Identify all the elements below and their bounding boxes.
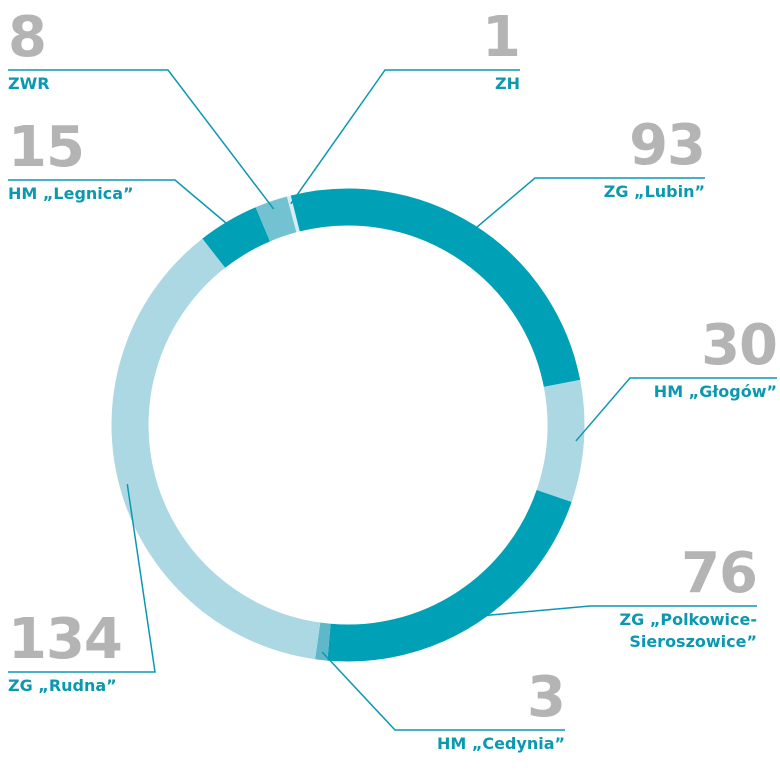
segment (536, 379, 585, 502)
segment (255, 196, 297, 242)
category-label: HM „Legnica” (8, 184, 134, 203)
leader-line (321, 651, 565, 731)
value-label: 93 (629, 113, 706, 178)
value-label: 1 (482, 5, 521, 70)
value-label: 134 (8, 607, 123, 672)
category-label: ZG „Lubin” (603, 182, 705, 201)
leader-line (8, 484, 156, 673)
leader-line (290, 69, 520, 205)
segment (111, 238, 321, 660)
category-label: ZG „Polkowice-Sieroszowice” (619, 610, 757, 651)
value-label: 76 (681, 541, 758, 606)
leader-line (575, 377, 777, 442)
segment (202, 207, 271, 269)
value-label: 30 (701, 313, 778, 378)
segment (286, 195, 300, 233)
segment (315, 622, 331, 661)
segment (327, 489, 572, 662)
category-label: ZWR (8, 74, 50, 93)
leader-line (8, 69, 275, 210)
category-label: ZH (495, 74, 520, 93)
value-label: 3 (527, 665, 566, 730)
value-label: 8 (8, 5, 47, 70)
category-label: ZG „Rudna” (8, 676, 117, 695)
leader-line (472, 605, 757, 618)
category-label: HM „Cedynia” (436, 734, 565, 753)
value-label: 15 (8, 115, 85, 180)
category-label: HM „Głogów” (653, 382, 777, 401)
segment (290, 188, 581, 388)
leader-line (8, 179, 233, 229)
leader-line (470, 177, 705, 233)
